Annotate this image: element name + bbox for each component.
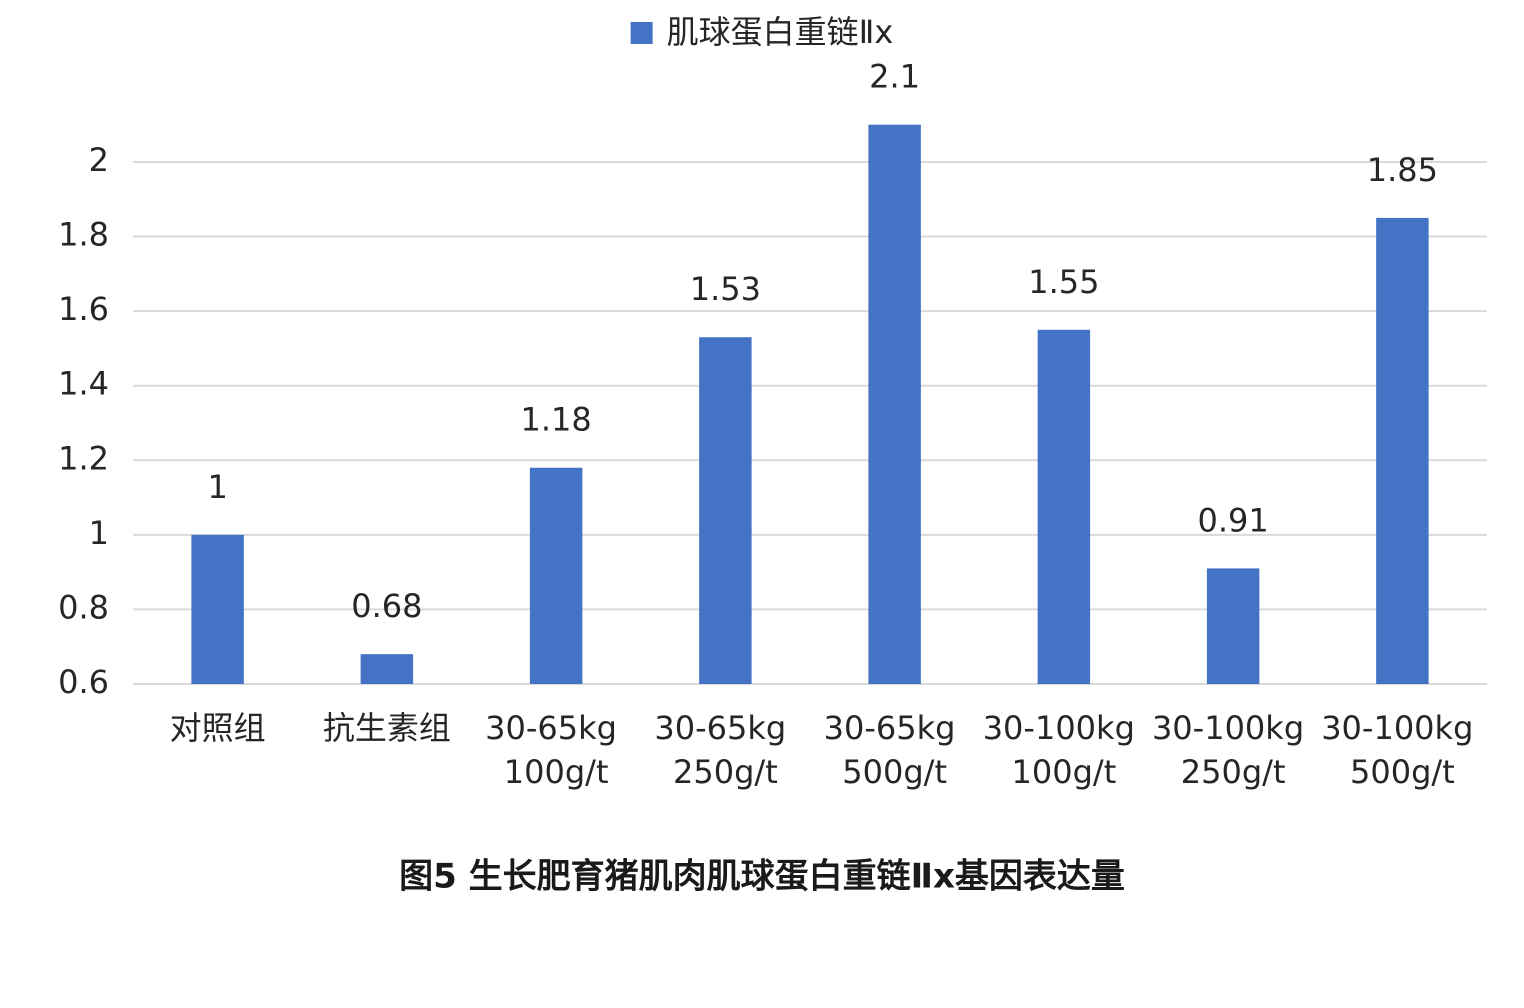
value-label: 1.53 [690,270,761,308]
bar [699,337,752,684]
x-tick-label: 30-100kg 100g/t [983,709,1145,791]
bar [868,124,921,684]
value-label: 1.18 [521,401,592,439]
value-label: 1 [207,468,227,506]
value-label: 1.85 [1367,151,1438,189]
chart-title: 图5 生长肥育猪肌肉肌球蛋白重链Ⅱx基因表达量 [399,857,1125,897]
y-tick-label: 1.4 [58,365,109,403]
x-tick-label: 30-65kg 100g/t [485,709,627,791]
bar [191,534,244,684]
bar [1037,329,1091,684]
y-tick-label: 1 [89,514,109,552]
x-tick-label: 对照组 [170,709,266,747]
value-label: 1.55 [1028,263,1099,301]
y-tick-label: 1.8 [58,216,109,254]
value-label: 0.91 [1198,501,1269,539]
bar [1376,217,1429,684]
y-tick-label: 1.2 [58,439,109,477]
legend-label: 肌球蛋白重链Ⅱx [667,13,894,51]
legend: 肌球蛋白重链Ⅱx [630,13,894,51]
bar [360,654,414,684]
x-tick-label: 30-100kg 250g/t [1152,709,1314,791]
y-tick-label: 0.6 [58,663,109,701]
x-tick-label: 抗生素组 [323,709,451,747]
legend-swatch [630,22,653,44]
x-tick-label: 30-65kg 250g/t [654,709,796,791]
bar [529,467,583,684]
y-tick-label: 1.6 [58,290,109,328]
value-label: 2.1 [869,58,920,96]
y-tick-label: 0.8 [58,588,109,626]
x-tick-label: 30-65kg 500g/t [824,709,966,791]
y-tick-label: 2 [89,141,109,179]
x-tick-label: 30-100kg 500g/t [1321,709,1483,791]
value-label: 0.68 [351,587,422,625]
bar [1206,568,1260,684]
